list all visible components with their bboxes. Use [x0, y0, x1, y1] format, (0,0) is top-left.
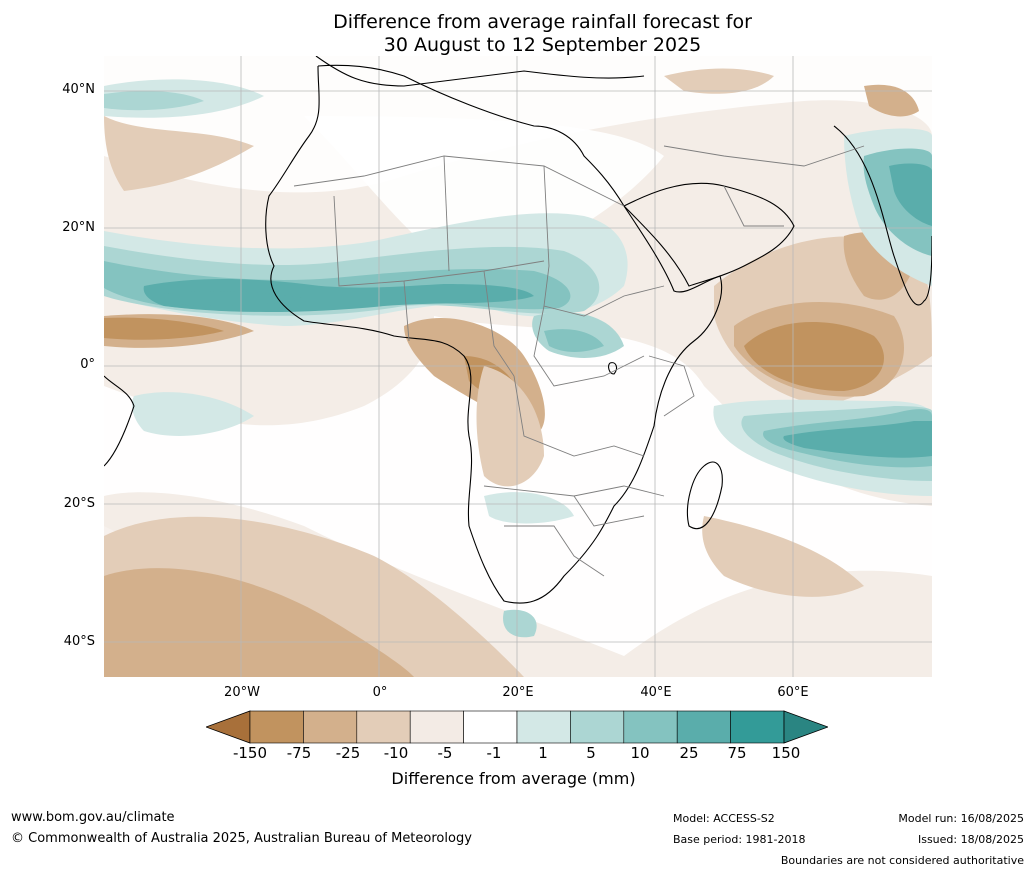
colorbar-label: -150: [232, 744, 268, 762]
colorbar-swatch: [730, 710, 785, 744]
colorbar-swatch: [409, 710, 464, 744]
colorbar: [206, 710, 828, 744]
lat-label-40s: 40°S: [63, 634, 95, 649]
map-title-line-1: Difference from average rainfall forecas…: [333, 11, 752, 33]
colorbar-extend-high: [783, 710, 828, 744]
colorbar-label: -5: [437, 744, 453, 762]
lat-label-0: 0°: [80, 357, 95, 372]
country-borders: [293, 145, 865, 577]
colorbar-swatch: [676, 710, 731, 744]
footer-base-period: Base period: 1981-2018: [673, 833, 806, 846]
colorbar-swatch: [623, 710, 678, 744]
colorbar-swatch: [570, 710, 625, 744]
colorbar-label: 150: [771, 744, 801, 762]
colorbar-swatch: [356, 710, 411, 744]
colorbar-title-text: Difference from average (mm): [391, 769, 636, 788]
wetter-areas: [104, 79, 932, 638]
colorbar-extend-low: [206, 710, 251, 744]
colorbar-swatch: [516, 710, 571, 744]
colorbar-label: 75: [727, 744, 747, 762]
colorbar-title: Difference from average (mm): [0, 769, 1035, 788]
footer-model-run: Model run: 16/08/2025: [898, 812, 1024, 825]
lat-label-20s: 20°S: [63, 496, 95, 511]
gridlines: [104, 56, 932, 677]
rainfall-anomaly-map: [104, 56, 932, 677]
drier-areas: [104, 68, 932, 677]
footer-copyright: © Commonwealth of Australia 2025, Austra…: [11, 831, 472, 846]
lat-label-40n: 40°N: [62, 82, 95, 97]
colorbar-label: -1: [486, 744, 502, 762]
footer-boundaries-note: Boundaries are not considered authoritat…: [780, 854, 1024, 867]
lon-label-20w: 20°W: [224, 685, 260, 700]
lat-label-20n: 20°N: [62, 220, 95, 235]
colorbar-label: 25: [679, 744, 699, 762]
colorbar-label: -25: [335, 744, 361, 762]
coastlines: [104, 56, 932, 604]
colorbar-swatch: [463, 710, 518, 744]
map-title-line-2: 30 August to 12 September 2025: [383, 34, 702, 56]
colorbar-label: 10: [630, 744, 650, 762]
lon-label-20e: 20°E: [502, 685, 534, 700]
colorbar-label: 1: [538, 744, 548, 762]
colorbar-label: 5: [586, 744, 596, 762]
footer-website: www.bom.gov.au/climate: [11, 810, 175, 825]
lon-label-40e: 40°E: [640, 685, 672, 700]
colorbar-swatch: [249, 710, 304, 744]
colorbar-swatch: [303, 710, 358, 744]
footer-issued: Issued: 18/08/2025: [917, 833, 1024, 846]
colorbar-label: -10: [383, 744, 409, 762]
lon-label-60e: 60°E: [777, 685, 809, 700]
colorbar-label: -75: [286, 744, 312, 762]
lon-label-0: 0°: [372, 685, 388, 700]
footer-model: Model: ACCESS-S2: [673, 812, 775, 825]
